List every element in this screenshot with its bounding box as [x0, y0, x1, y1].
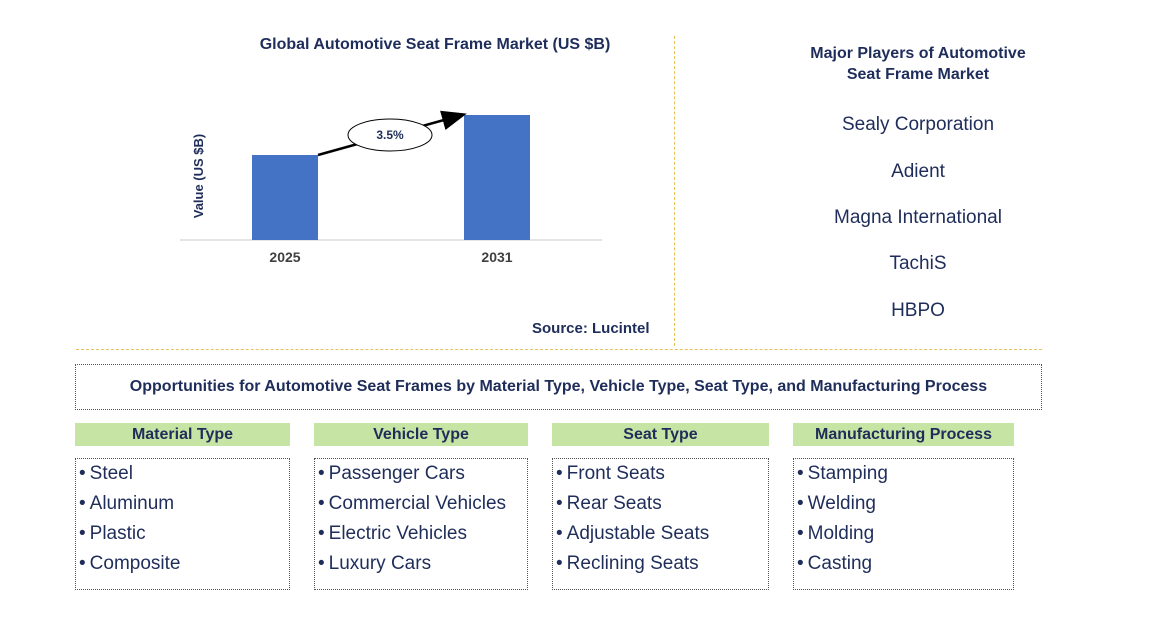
list-item: • Electric Vehicles: [318, 523, 467, 544]
list-item: • Plastic: [79, 523, 146, 544]
player-item: HBPO: [891, 300, 945, 321]
category-header-manufacturing-process: Manufacturing Process: [793, 423, 1014, 446]
chart-title: Global Automotive Seat Frame Market (US …: [259, 36, 611, 53]
list-item: • Aluminum: [79, 493, 175, 514]
category-header-seat-type: Seat Type: [552, 423, 769, 446]
vertical-divider: [674, 36, 675, 346]
list-item: • Casting: [797, 553, 873, 574]
category-list-vehicle-type: • Passenger Cars • Commercial Vehicles • El…: [314, 458, 528, 590]
list-item: • Molding: [797, 523, 875, 544]
player-item: Sealy Corporation: [841, 114, 995, 135]
players-title-line1: Major Players of Automotive: [810, 45, 1026, 62]
player-item: TachiS: [889, 253, 947, 274]
category-header-vehicle-type: Vehicle Type: [314, 423, 528, 446]
list-item: • Rear Seats: [556, 493, 662, 514]
list-item: • Composite: [79, 553, 181, 574]
category-list-seat-type: • Front Seats • Rear Seats • Adjustable Sea…: [552, 458, 769, 590]
cagr-badge: [347, 118, 433, 152]
y-axis-label: Value (US $B): [191, 134, 206, 219]
list-item: • Adjustable Seats: [556, 523, 710, 544]
list-item: • Steel: [79, 463, 133, 484]
opportunities-title: Opportunities for Automotive Seat Frames…: [75, 364, 1042, 410]
list-item: • Passenger Cars: [318, 463, 465, 484]
players-title: Major Players of Automotive Seat Frame M…: [790, 43, 1046, 85]
category-list-material-type: • Steel • Aluminum • Plastic • Composite: [75, 458, 290, 590]
list-item: • Commercial Vehicles: [318, 493, 507, 514]
cagr-label: 3.5%: [376, 128, 404, 142]
horizontal-divider: [76, 349, 1042, 350]
x-tick-label: 2031: [481, 249, 512, 265]
x-tick-label: 2025: [269, 249, 300, 265]
bar-chart: Value (US $B) 3.5% 2025 2031: [180, 110, 602, 265]
bar-2031: [464, 115, 530, 240]
list-item: • Welding: [797, 493, 876, 514]
category-list-manufacturing-process: • Stamping • Welding • Molding • Casting: [793, 458, 1014, 590]
bar-2025: [252, 155, 318, 240]
player-item: Adient: [891, 161, 945, 182]
player-item: Magna International: [834, 207, 1002, 228]
players-title-line2: Seat Frame Market: [846, 66, 990, 83]
source-note: Source: Lucintel: [532, 320, 650, 337]
list-item: • Reclining Seats: [556, 553, 699, 574]
category-header-material-type: Material Type: [75, 423, 290, 446]
list-item: • Luxury Cars: [318, 553, 432, 574]
list-item: • Stamping: [797, 463, 888, 484]
list-item: • Front Seats: [556, 463, 665, 484]
